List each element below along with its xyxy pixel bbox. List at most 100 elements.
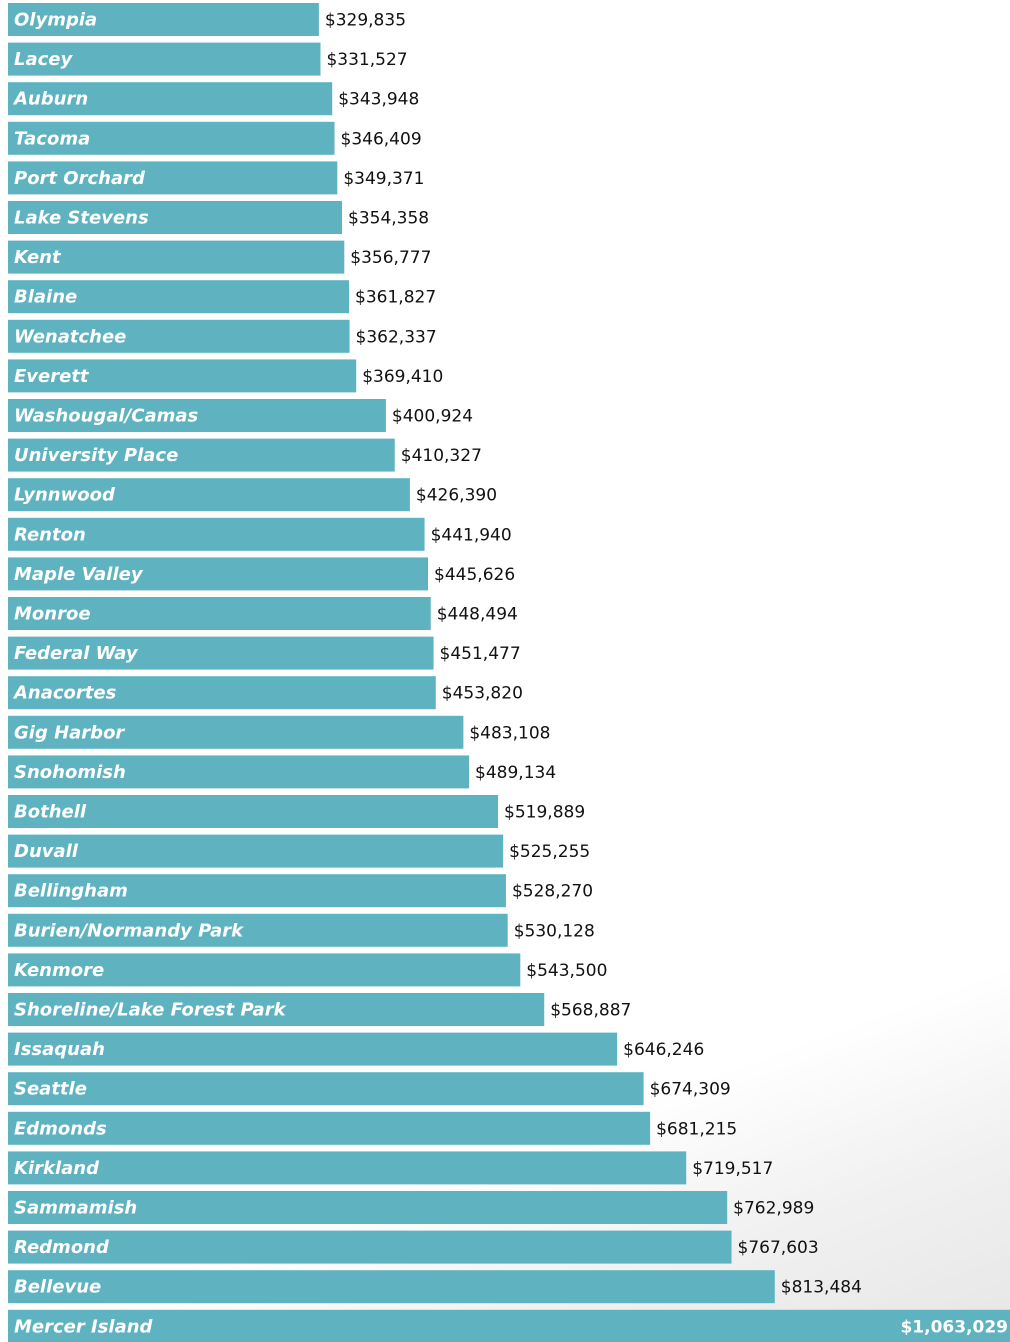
category-label: Gig Harbor <box>14 722 125 743</box>
category-label: Bothell <box>14 802 87 823</box>
value-label: $361,827 <box>355 288 436 308</box>
bar <box>8 1191 728 1224</box>
bar <box>8 517 425 551</box>
value-label: $489,134 <box>475 763 556 783</box>
bar <box>8 1230 732 1264</box>
category-label: Seattle <box>14 1079 87 1100</box>
bar <box>8 399 386 432</box>
bar <box>8 359 357 393</box>
value-label: $448,494 <box>437 605 518 625</box>
bar <box>8 121 335 155</box>
bar <box>8 1072 644 1106</box>
value-label: $767,603 <box>738 1238 819 1258</box>
value-label: $525,255 <box>509 842 590 862</box>
value-label: $453,820 <box>442 684 523 704</box>
bar-row: University Place $410,327 <box>8 438 482 472</box>
bar-row: Lacey $331,527 <box>8 42 408 76</box>
category-label: Lake Stevens <box>14 208 149 229</box>
category-label: Tacoma <box>14 128 90 149</box>
value-label: $483,108 <box>469 723 550 743</box>
bar <box>8 715 464 749</box>
bar-row: Redmond $767,603 <box>8 1230 819 1264</box>
category-label: Issaquah <box>14 1039 105 1060</box>
bar-row: Federal Way $451,477 <box>8 636 521 670</box>
bar <box>8 953 521 987</box>
bar <box>8 1309 1010 1342</box>
bar <box>8 201 343 234</box>
bar-row: Monroe $448,494 <box>8 597 518 630</box>
bar <box>8 478 410 512</box>
bar <box>8 834 504 868</box>
value-label: $528,270 <box>512 882 593 902</box>
category-label: Washougal/Camas <box>14 406 199 427</box>
bar-row: Port Orchard $349,371 <box>8 161 424 195</box>
bar-row: Renton $441,940 <box>8 517 512 551</box>
category-label: Renton <box>14 524 86 545</box>
bar <box>8 913 508 947</box>
bar <box>8 319 350 353</box>
category-label: Kirkland <box>14 1158 100 1179</box>
bar-row: Gig Harbor $483,108 <box>8 715 550 749</box>
value-label: $329,835 <box>325 11 406 31</box>
value-label: $362,337 <box>356 327 437 347</box>
bar-row: Anacortes $453,820 <box>8 676 523 710</box>
category-label: Kenmore <box>14 960 104 981</box>
category-label: Lacey <box>14 49 73 70</box>
bar-row: Blaine $361,827 <box>8 280 436 314</box>
bar <box>8 755 470 789</box>
bar <box>8 438 395 472</box>
bar <box>8 597 431 630</box>
bar-row: Kenmore $543,500 <box>8 953 607 987</box>
category-label: Wenatchee <box>14 326 126 347</box>
category-label: Blaine <box>14 287 77 308</box>
value-label: $349,371 <box>343 169 424 189</box>
category-label: Kent <box>14 247 62 268</box>
bar <box>8 993 545 1026</box>
bar-row: Tacoma $346,409 <box>8 121 422 155</box>
category-label: Federal Way <box>14 643 139 664</box>
bar <box>8 42 321 76</box>
value-label: $400,924 <box>392 407 473 427</box>
bar <box>8 82 333 116</box>
bar-row: Snohomish $489,134 <box>8 755 556 789</box>
bar <box>8 240 345 274</box>
value-label: $343,948 <box>338 90 419 110</box>
bar-row: Edmonds $681,215 <box>8 1111 737 1145</box>
bar <box>8 557 429 591</box>
value-label: $519,889 <box>504 803 585 823</box>
value-label: $369,410 <box>362 367 443 387</box>
category-label: Auburn <box>12 89 88 110</box>
value-label: $762,989 <box>733 1199 814 1219</box>
value-label: $681,215 <box>656 1119 737 1139</box>
bar-row: Seattle $674,309 <box>8 1072 731 1106</box>
bar <box>8 1032 618 1066</box>
category-label: Burien/Normandy Park <box>14 920 244 941</box>
category-label: Port Orchard <box>14 168 146 189</box>
category-label: Monroe <box>14 604 91 625</box>
value-label: $719,517 <box>692 1159 773 1179</box>
bar-row: Wenatchee $362,337 <box>8 319 437 353</box>
category-label: Anacortes <box>12 683 117 704</box>
bar-row: Shoreline/Lake Forest Park $568,887 <box>8 993 631 1026</box>
category-label: Sammamish <box>14 1198 137 1219</box>
value-label: $346,409 <box>341 129 422 149</box>
category-label: Shoreline/Lake Forest Park <box>14 1000 287 1021</box>
bar-row: Auburn $343,948 <box>8 82 419 116</box>
bar-row: Maple Valley $445,626 <box>8 557 515 591</box>
bar <box>8 795 499 828</box>
bar <box>8 280 350 314</box>
bar <box>8 636 434 670</box>
category-label: Bellevue <box>14 1277 101 1298</box>
bar-row: Burien/Normandy Park $530,128 <box>8 913 595 947</box>
bar-row: Lake Stevens $354,358 <box>8 201 429 234</box>
category-label: Redmond <box>14 1237 110 1258</box>
bar <box>8 3 319 36</box>
category-label: Olympia <box>14 10 97 31</box>
value-label: $674,309 <box>650 1080 731 1100</box>
value-label: $331,527 <box>326 50 407 70</box>
bar-row: Sammamish $762,989 <box>8 1191 814 1224</box>
bar-row: Kirkland $719,517 <box>8 1151 773 1185</box>
value-label: $356,777 <box>350 248 431 268</box>
category-label: Snohomish <box>14 762 126 783</box>
